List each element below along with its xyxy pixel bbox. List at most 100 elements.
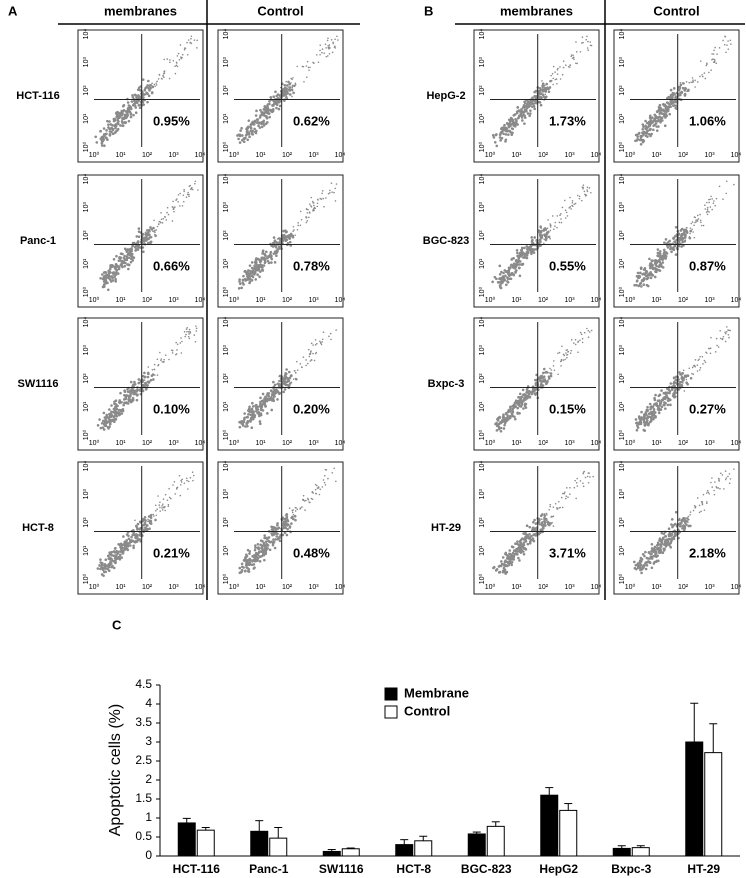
- event-dot: [262, 264, 266, 267]
- event-dot: [497, 571, 501, 574]
- event-dot: [314, 352, 317, 355]
- event-dot: [639, 556, 643, 560]
- event-dot: [521, 110, 524, 114]
- event-dot: [638, 418, 642, 421]
- event-dot: [587, 472, 590, 474]
- event-dot: [312, 352, 314, 355]
- event-dot: [292, 378, 295, 380]
- event-dot: [564, 491, 566, 493]
- event-dot: [507, 271, 511, 275]
- event-dot: [289, 377, 291, 379]
- apoptosis-percent: 0.95%: [153, 114, 190, 129]
- event-dot: [678, 522, 681, 524]
- event-dot: [648, 415, 651, 419]
- event-dot: [564, 358, 566, 361]
- event-dot: [285, 368, 288, 371]
- event-dot: [114, 271, 118, 274]
- event-dot: [98, 564, 101, 567]
- event-dot: [164, 505, 166, 508]
- event-dot: [188, 328, 191, 331]
- event-dot: [661, 266, 665, 269]
- event-dot: [125, 394, 129, 397]
- event-dot: [725, 330, 728, 333]
- event-dot: [114, 125, 117, 129]
- event-dot: [521, 388, 525, 392]
- event-dot: [196, 39, 198, 42]
- event-dot: [650, 414, 654, 418]
- event-dot: [562, 353, 565, 356]
- event-dot: [670, 537, 674, 540]
- event-dot: [719, 487, 721, 490]
- event-dot: [259, 260, 262, 263]
- event-dot: [566, 356, 568, 359]
- event-dot: [648, 128, 652, 132]
- event-dot: [649, 118, 652, 122]
- event-dot: [278, 539, 282, 543]
- event-dot: [708, 71, 710, 74]
- x-tick-label: 10²: [142, 152, 153, 159]
- event-dot: [574, 339, 577, 341]
- event-dot: [321, 192, 323, 195]
- event-dot: [661, 397, 665, 401]
- event-dot: [288, 525, 292, 528]
- x-tick-label: 10³: [308, 584, 319, 591]
- event-dot: [271, 103, 274, 107]
- event-dot: [287, 381, 289, 383]
- event-dot: [150, 228, 154, 231]
- event-dot: [270, 525, 273, 529]
- event-dot: [541, 379, 543, 382]
- event-dot: [657, 268, 660, 272]
- event-dot: [286, 242, 290, 245]
- event-dot: [691, 372, 693, 375]
- event-dot: [305, 359, 307, 361]
- event-dot: [111, 276, 114, 280]
- event-dot: [586, 327, 588, 330]
- event-dot: [132, 113, 135, 117]
- event-dot: [679, 91, 681, 94]
- event-dot: [514, 542, 517, 546]
- event-dot: [696, 497, 699, 499]
- event-dot: [525, 391, 529, 394]
- event-dot: [281, 234, 285, 237]
- event-dot: [521, 119, 524, 122]
- event-dot: [681, 372, 684, 375]
- event-dot: [714, 481, 716, 483]
- event-dot: [238, 571, 242, 575]
- x-tick-label: 10¹: [255, 152, 266, 159]
- event-dot: [641, 123, 645, 126]
- event-dot: [329, 189, 331, 192]
- event-dot: [323, 475, 326, 477]
- event-dot: [259, 422, 262, 426]
- event-dot: [100, 561, 104, 565]
- event-dot: [175, 488, 178, 490]
- event-dot: [109, 123, 113, 126]
- event-dot: [648, 402, 652, 406]
- event-dot: [557, 373, 559, 376]
- event-dot: [503, 421, 507, 424]
- event-dot: [118, 115, 122, 119]
- apoptosis-percent: 0.78%: [293, 259, 330, 274]
- event-dot: [662, 543, 666, 546]
- event-dot: [256, 408, 260, 411]
- event-dot: [176, 343, 179, 346]
- event-dot: [272, 95, 275, 99]
- event-dot: [707, 347, 710, 350]
- event-dot: [666, 403, 670, 407]
- x-tick-label: 10⁰: [229, 151, 240, 159]
- event-dot: [708, 198, 710, 201]
- y-tick-label: 10³: [479, 57, 486, 68]
- x-tick-label: 10³: [168, 152, 179, 159]
- event-dot: [123, 115, 127, 118]
- event-dot: [562, 492, 564, 495]
- event-dot: [271, 108, 275, 111]
- event-dot: [655, 129, 659, 132]
- event-dot: [660, 542, 663, 546]
- event-dot: [573, 203, 576, 206]
- event-dot: [112, 271, 116, 274]
- event-dot: [184, 47, 187, 49]
- event-dot: [704, 361, 707, 364]
- event-dot: [327, 37, 329, 40]
- event-dot: [256, 556, 260, 560]
- event-dot: [537, 229, 541, 233]
- event-dot: [310, 342, 313, 345]
